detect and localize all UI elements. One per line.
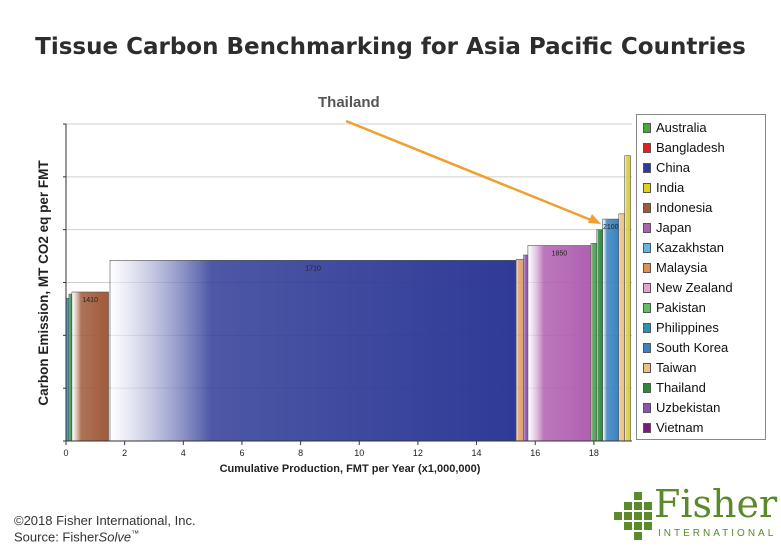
legend-item-pakistan: Pakistan bbox=[643, 299, 706, 317]
axes bbox=[63, 123, 632, 442]
logo-word: Fisher bbox=[654, 482, 778, 526]
x-tick-label: 4 bbox=[181, 448, 186, 458]
source-prefix: Source: Fisher bbox=[14, 529, 99, 545]
legend-item-bangladesh: Bangladesh bbox=[643, 139, 725, 157]
x-tick-label: 14 bbox=[472, 448, 482, 458]
bar-value-label: 1710 bbox=[305, 265, 321, 272]
bar-group: 1410 1710 1850 2100 bbox=[65, 155, 631, 442]
legend-label: India bbox=[656, 180, 685, 195]
fisher-logo: Fisher INTERNATIONAL bbox=[612, 482, 777, 544]
legend-label: Bangladesh bbox=[656, 140, 725, 155]
legend-label: Australia bbox=[656, 120, 707, 135]
legend-swatch bbox=[643, 223, 651, 233]
legend-swatch bbox=[643, 163, 651, 173]
x-tick-label: 18 bbox=[589, 448, 599, 458]
legend-label: Indonesia bbox=[656, 200, 713, 215]
legend-label: Philippines bbox=[656, 320, 719, 335]
legend-swatch bbox=[643, 203, 651, 213]
source-text: Source: FisherSolve™ bbox=[14, 529, 139, 544]
source-italic: Solve bbox=[98, 529, 132, 545]
bar-indonesia bbox=[71, 291, 109, 442]
bar-india bbox=[624, 155, 631, 442]
bar-china bbox=[109, 260, 517, 442]
legend-swatch bbox=[643, 263, 651, 273]
legend-label: Kazakhstan bbox=[656, 240, 724, 255]
legend-label: New Zealand bbox=[656, 280, 733, 295]
legend-swatch bbox=[643, 403, 651, 413]
legend-item-taiwan: Taiwan bbox=[643, 359, 696, 377]
legend-item-philippines: Philippines bbox=[643, 319, 719, 337]
legend-label: Thailand bbox=[656, 380, 706, 395]
legend-label: China bbox=[656, 160, 690, 175]
bar-japan bbox=[527, 245, 592, 442]
y-axis-label: Carbon Emission, MT CO2 eq per FMT bbox=[36, 160, 51, 406]
legend-item-china: China bbox=[643, 159, 690, 177]
legend-item-australia: Australia bbox=[643, 119, 707, 137]
bar-value-label: 2100 bbox=[603, 224, 619, 231]
x-axis-label: Cumulative Production, FMT per Year (x1,… bbox=[220, 463, 481, 475]
bar-malaysia bbox=[515, 258, 524, 442]
x-tick-label: 12 bbox=[413, 448, 423, 458]
legend-swatch bbox=[643, 243, 651, 253]
legend-item-vietnam: Vietnam bbox=[643, 419, 703, 437]
legend-item-new-zealand: New Zealand bbox=[643, 279, 733, 297]
legend-item-japan: Japan bbox=[643, 219, 691, 237]
legend-item-malaysia: Malaysia bbox=[643, 259, 707, 277]
legend-swatch bbox=[643, 343, 651, 353]
arrow-head bbox=[588, 214, 601, 224]
logo-sub: INTERNATIONAL bbox=[658, 528, 777, 539]
bar-value-label: 1410 bbox=[82, 297, 98, 304]
x-tick-label: 10 bbox=[354, 448, 364, 458]
legend-label: South Korea bbox=[656, 340, 729, 355]
legend-item-indonesia: Indonesia bbox=[643, 199, 712, 217]
legend-label: Japan bbox=[656, 220, 692, 235]
legend-item-india: India bbox=[643, 179, 684, 197]
legend-swatch bbox=[643, 383, 651, 393]
legend-label: Pakistan bbox=[656, 300, 706, 315]
legend-item-uzbekistan: Uzbekistan bbox=[643, 399, 720, 417]
legend-item-thailand: Thailand bbox=[643, 379, 706, 397]
legend-swatch bbox=[643, 183, 651, 193]
legend-swatch bbox=[643, 143, 651, 153]
legend-swatch bbox=[643, 323, 651, 333]
arrow-line bbox=[345, 119, 597, 224]
source-tm: ™ bbox=[131, 529, 140, 538]
annotation-arrow bbox=[345, 119, 601, 224]
copyright-text: ©2018 Fisher International, Inc. bbox=[14, 513, 196, 528]
chart-title: Tissue Carbon Benchmarking for Asia Paci… bbox=[35, 34, 746, 60]
bar-pakistan bbox=[590, 243, 598, 442]
bar-pakistan bbox=[68, 293, 72, 442]
legend-label: Uzbekistan bbox=[656, 400, 721, 415]
legend-item-kazakhstan: Kazakhstan bbox=[643, 239, 724, 257]
x-tick-label: 8 bbox=[298, 448, 303, 458]
bar-value-label: 1850 bbox=[552, 251, 568, 258]
legend-swatch bbox=[643, 363, 651, 373]
legend-label: Vietnam bbox=[656, 420, 704, 435]
legend-swatch bbox=[643, 423, 651, 433]
bar-uzbekistan bbox=[523, 254, 529, 442]
logo-mark-icon bbox=[614, 492, 652, 540]
legend: Australia Bangladesh China India Indonesia Ja… bbox=[636, 114, 766, 440]
legend-swatch bbox=[643, 303, 651, 313]
legend-swatch bbox=[643, 123, 651, 133]
x-tick-label: 16 bbox=[530, 448, 540, 458]
legend-label: Taiwan bbox=[656, 360, 697, 375]
bar-thailand bbox=[596, 229, 603, 442]
annotation-label: Thailand bbox=[318, 94, 380, 111]
x-tick-label: 0 bbox=[63, 448, 68, 458]
x-tick-label: 2 bbox=[122, 448, 127, 458]
legend-item-south-korea: South Korea bbox=[643, 339, 728, 357]
legend-swatch bbox=[643, 283, 651, 293]
bar-south-korea bbox=[602, 218, 620, 442]
bar-taiwan bbox=[618, 213, 625, 442]
x-tick-label: 6 bbox=[239, 448, 244, 458]
legend-label: Malaysia bbox=[656, 260, 708, 275]
x-tick-labels: 0 2 4 6 8 10 12 14 16 18 bbox=[63, 441, 599, 458]
